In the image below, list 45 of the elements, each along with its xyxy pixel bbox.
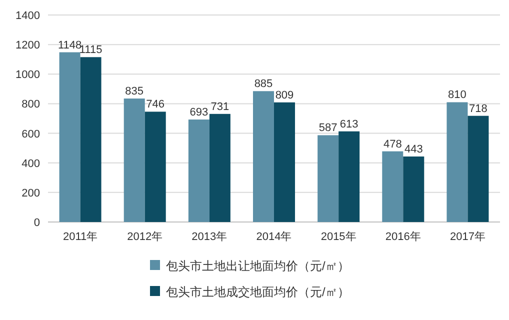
bar xyxy=(124,98,145,222)
bar xyxy=(446,102,468,222)
data-label: 478 xyxy=(383,138,402,150)
data-label: 613 xyxy=(340,118,358,130)
y-tick-label: 1200 xyxy=(16,40,40,52)
bar xyxy=(274,102,295,222)
y-tick-label: 600 xyxy=(22,128,40,140)
data-label: 809 xyxy=(275,89,294,102)
legend-label: 包头市土地成交地面均价（元/㎡） xyxy=(166,285,350,299)
data-label: 885 xyxy=(254,78,273,90)
bar xyxy=(253,91,274,222)
bar xyxy=(468,116,489,222)
data-label: 587 xyxy=(318,122,338,134)
data-label: 746 xyxy=(146,98,165,111)
data-label: 731 xyxy=(210,100,230,113)
x-tick-label: 2013年 xyxy=(192,231,228,243)
y-tick-label: 200 xyxy=(22,187,40,200)
data-label: 810 xyxy=(448,89,466,102)
y-tick-label: 800 xyxy=(22,98,40,111)
data-label: 443 xyxy=(404,144,423,156)
legend-label: 包头市土地出让地面均价（元/㎡） xyxy=(166,259,350,273)
data-label: 1115 xyxy=(79,44,102,56)
bar xyxy=(403,156,424,222)
bar xyxy=(382,151,404,222)
y-tick-label: 400 xyxy=(22,158,40,170)
x-tick-label: 2014年 xyxy=(256,231,292,243)
data-label: 718 xyxy=(469,102,488,115)
data-label: 835 xyxy=(125,86,144,98)
y-tick-label: 1000 xyxy=(16,69,40,82)
bar xyxy=(209,114,230,222)
bar xyxy=(144,112,166,222)
data-label: 1148 xyxy=(58,39,82,52)
bar xyxy=(188,120,210,222)
x-tick-label: 2015年 xyxy=(320,231,356,243)
bar xyxy=(59,52,80,222)
x-tick-label: 2012年 xyxy=(127,231,163,243)
y-tick-label: 1400 xyxy=(16,10,40,22)
data-label: 693 xyxy=(190,106,208,119)
bar xyxy=(318,135,339,222)
bar xyxy=(338,131,360,222)
x-tick-label: 2016年 xyxy=(385,231,421,243)
x-tick-label: 2011年 xyxy=(62,231,98,243)
bar xyxy=(80,57,102,222)
y-tick-label: 0 xyxy=(34,217,40,229)
x-tick-label: 2017年 xyxy=(450,231,486,243)
